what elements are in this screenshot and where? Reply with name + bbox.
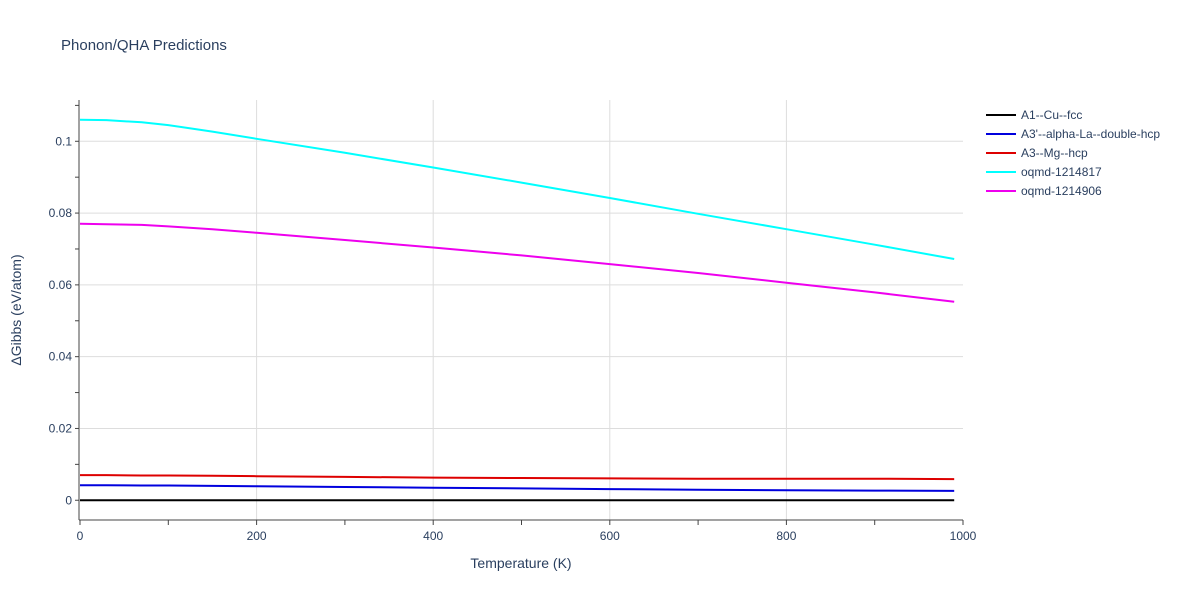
x-tick-label: 400 — [423, 529, 443, 543]
chart-title: Phonon/QHA Predictions — [61, 37, 227, 54]
x-axis-label: Temperature (K) — [470, 555, 571, 571]
legend-label[interactable]: oqmd-1214817 — [1021, 165, 1102, 179]
legend: A1--Cu--fcc A3'--alpha-La--double-hcp A3--… — [986, 108, 1160, 198]
x-tick-label: 800 — [776, 529, 796, 543]
y-tick-label: 0.02 — [49, 421, 73, 435]
series-line-1[interactable] — [80, 484, 955, 492]
axes: 0 200 400 600 800 1000 0 0.02 0.04 0.06 0.08 0.1 — [49, 100, 977, 543]
series-line-4[interactable] — [79, 222, 955, 303]
plot-area[interactable] — [79, 118, 955, 502]
series-line-3[interactable] — [79, 118, 955, 260]
y-tick-label: 0.04 — [49, 350, 73, 364]
legend-label[interactable]: oqmd-1214906 — [1021, 184, 1102, 198]
x-tick-label: 200 — [247, 529, 267, 543]
y-axis-label: ΔGibbs (eV/atom) — [8, 254, 24, 365]
y-tick-label: 0.08 — [49, 206, 73, 220]
y-tick-label: 0 — [65, 493, 72, 507]
x-tick-label: 0 — [77, 529, 84, 543]
y-tick-label: 0.06 — [49, 278, 73, 292]
x-tick-label: 600 — [600, 529, 620, 543]
series-line-2[interactable] — [80, 474, 955, 481]
legend-label[interactable]: A3'--alpha-La--double-hcp — [1021, 127, 1160, 141]
legend-label[interactable]: A1--Cu--fcc — [1021, 108, 1082, 122]
y-tick-label: 0.1 — [55, 134, 72, 148]
grid — [80, 100, 963, 520]
x-tick-label: 1000 — [950, 529, 977, 543]
legend-label[interactable]: A3--Mg--hcp — [1021, 146, 1088, 160]
